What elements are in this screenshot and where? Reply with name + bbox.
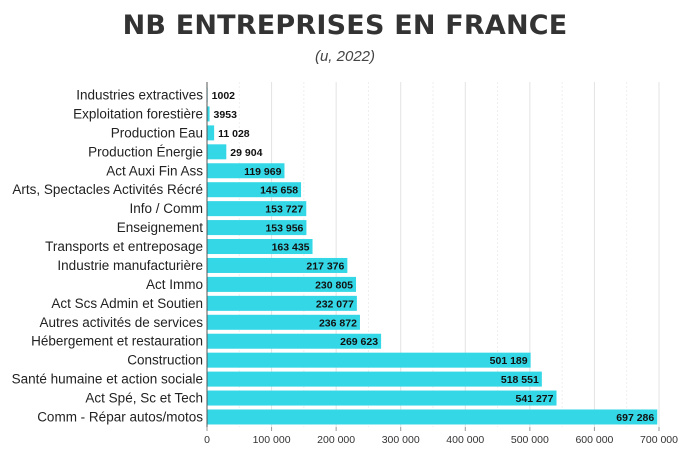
bar [207,409,658,425]
value-label: 145 658 [260,185,298,197]
value-label: 518 551 [501,374,539,386]
bar [207,163,285,179]
value-label: 269 623 [340,336,378,348]
category-label: Hébergement et restauration [31,334,203,349]
x-axis: 0 100 000 200 000 300 000 400 000 500 000 600 … [204,82,678,446]
bar [207,390,557,406]
value-label: 697 286 [616,412,654,424]
x-tick-label: 700 000 [640,434,678,446]
category-label: Exploitation forestière [73,106,203,121]
category-label: Arts, Spectacles Activités Récré [12,182,203,197]
bar [207,239,313,255]
value-label: 230 805 [315,279,353,291]
x-tick-label: 200 000 [317,434,355,446]
chart-title: NB ENTREPRISES EN FRANCE [122,10,568,41]
value-label: 11 028 [218,128,250,140]
category-label: Production Énergie [88,144,203,159]
value-label: 3953 [214,109,238,121]
category-label: Transports et entreposage [45,239,203,254]
category-label: Construction [127,353,203,368]
category-label: Autres activités de services [39,315,203,330]
bar [207,257,348,273]
x-tick-label: 600 000 [575,434,613,446]
x-tick-label: 500 000 [511,434,549,446]
value-label: 153 727 [265,204,303,216]
bar [207,125,215,141]
category-label: Act Scs Admin et Soutien [51,296,203,311]
category-label: Info / Comm [129,201,203,216]
bar [207,182,302,198]
x-tick-label: 100 000 [253,434,291,446]
value-label: 163 435 [272,242,310,254]
category-label: Act Immo [146,277,203,292]
bar [207,333,382,349]
bar [207,352,531,368]
x-tick-label: 0 [204,434,210,446]
category-label: Industries extractives [76,88,203,103]
value-label: 236 872 [319,317,357,329]
bars-group [207,87,658,425]
category-label: Production Eau [111,125,203,140]
bar [207,144,227,160]
bar [207,371,542,387]
value-label: 119 969 [244,166,282,178]
category-label: Act Spé, Sc et Tech [85,391,203,406]
category-label: Enseignement [117,220,204,235]
x-tick-label: 400 000 [446,434,484,446]
value-label: 232 077 [316,298,354,310]
value-label: 541 277 [516,393,554,405]
value-label: 29 904 [230,147,262,159]
bar [207,295,357,311]
bar [207,106,210,122]
category-label: Industrie manufacturière [57,258,203,273]
bar [207,314,360,330]
value-label: 217 376 [306,260,344,272]
chart-subtitle: (u, 2022) [314,48,376,65]
category-label: Santé humaine et action sociale [12,372,203,387]
x-tick-label: 300 000 [382,434,420,446]
bar [207,201,307,217]
value-label: 501 189 [490,355,528,367]
category-label: Act Auxi Fin Ass [106,163,203,178]
bar [207,276,357,292]
category-labels: Industries extractives Exploitation fores… [12,88,204,425]
value-labels: 1002 3953 11 028 29 904 119 969 145 658 153 72… [212,90,655,424]
value-label: 1002 [212,90,236,102]
bar [207,220,307,236]
value-label: 153 956 [265,223,303,235]
category-label: Comm - Répar autos/motos [37,409,203,424]
